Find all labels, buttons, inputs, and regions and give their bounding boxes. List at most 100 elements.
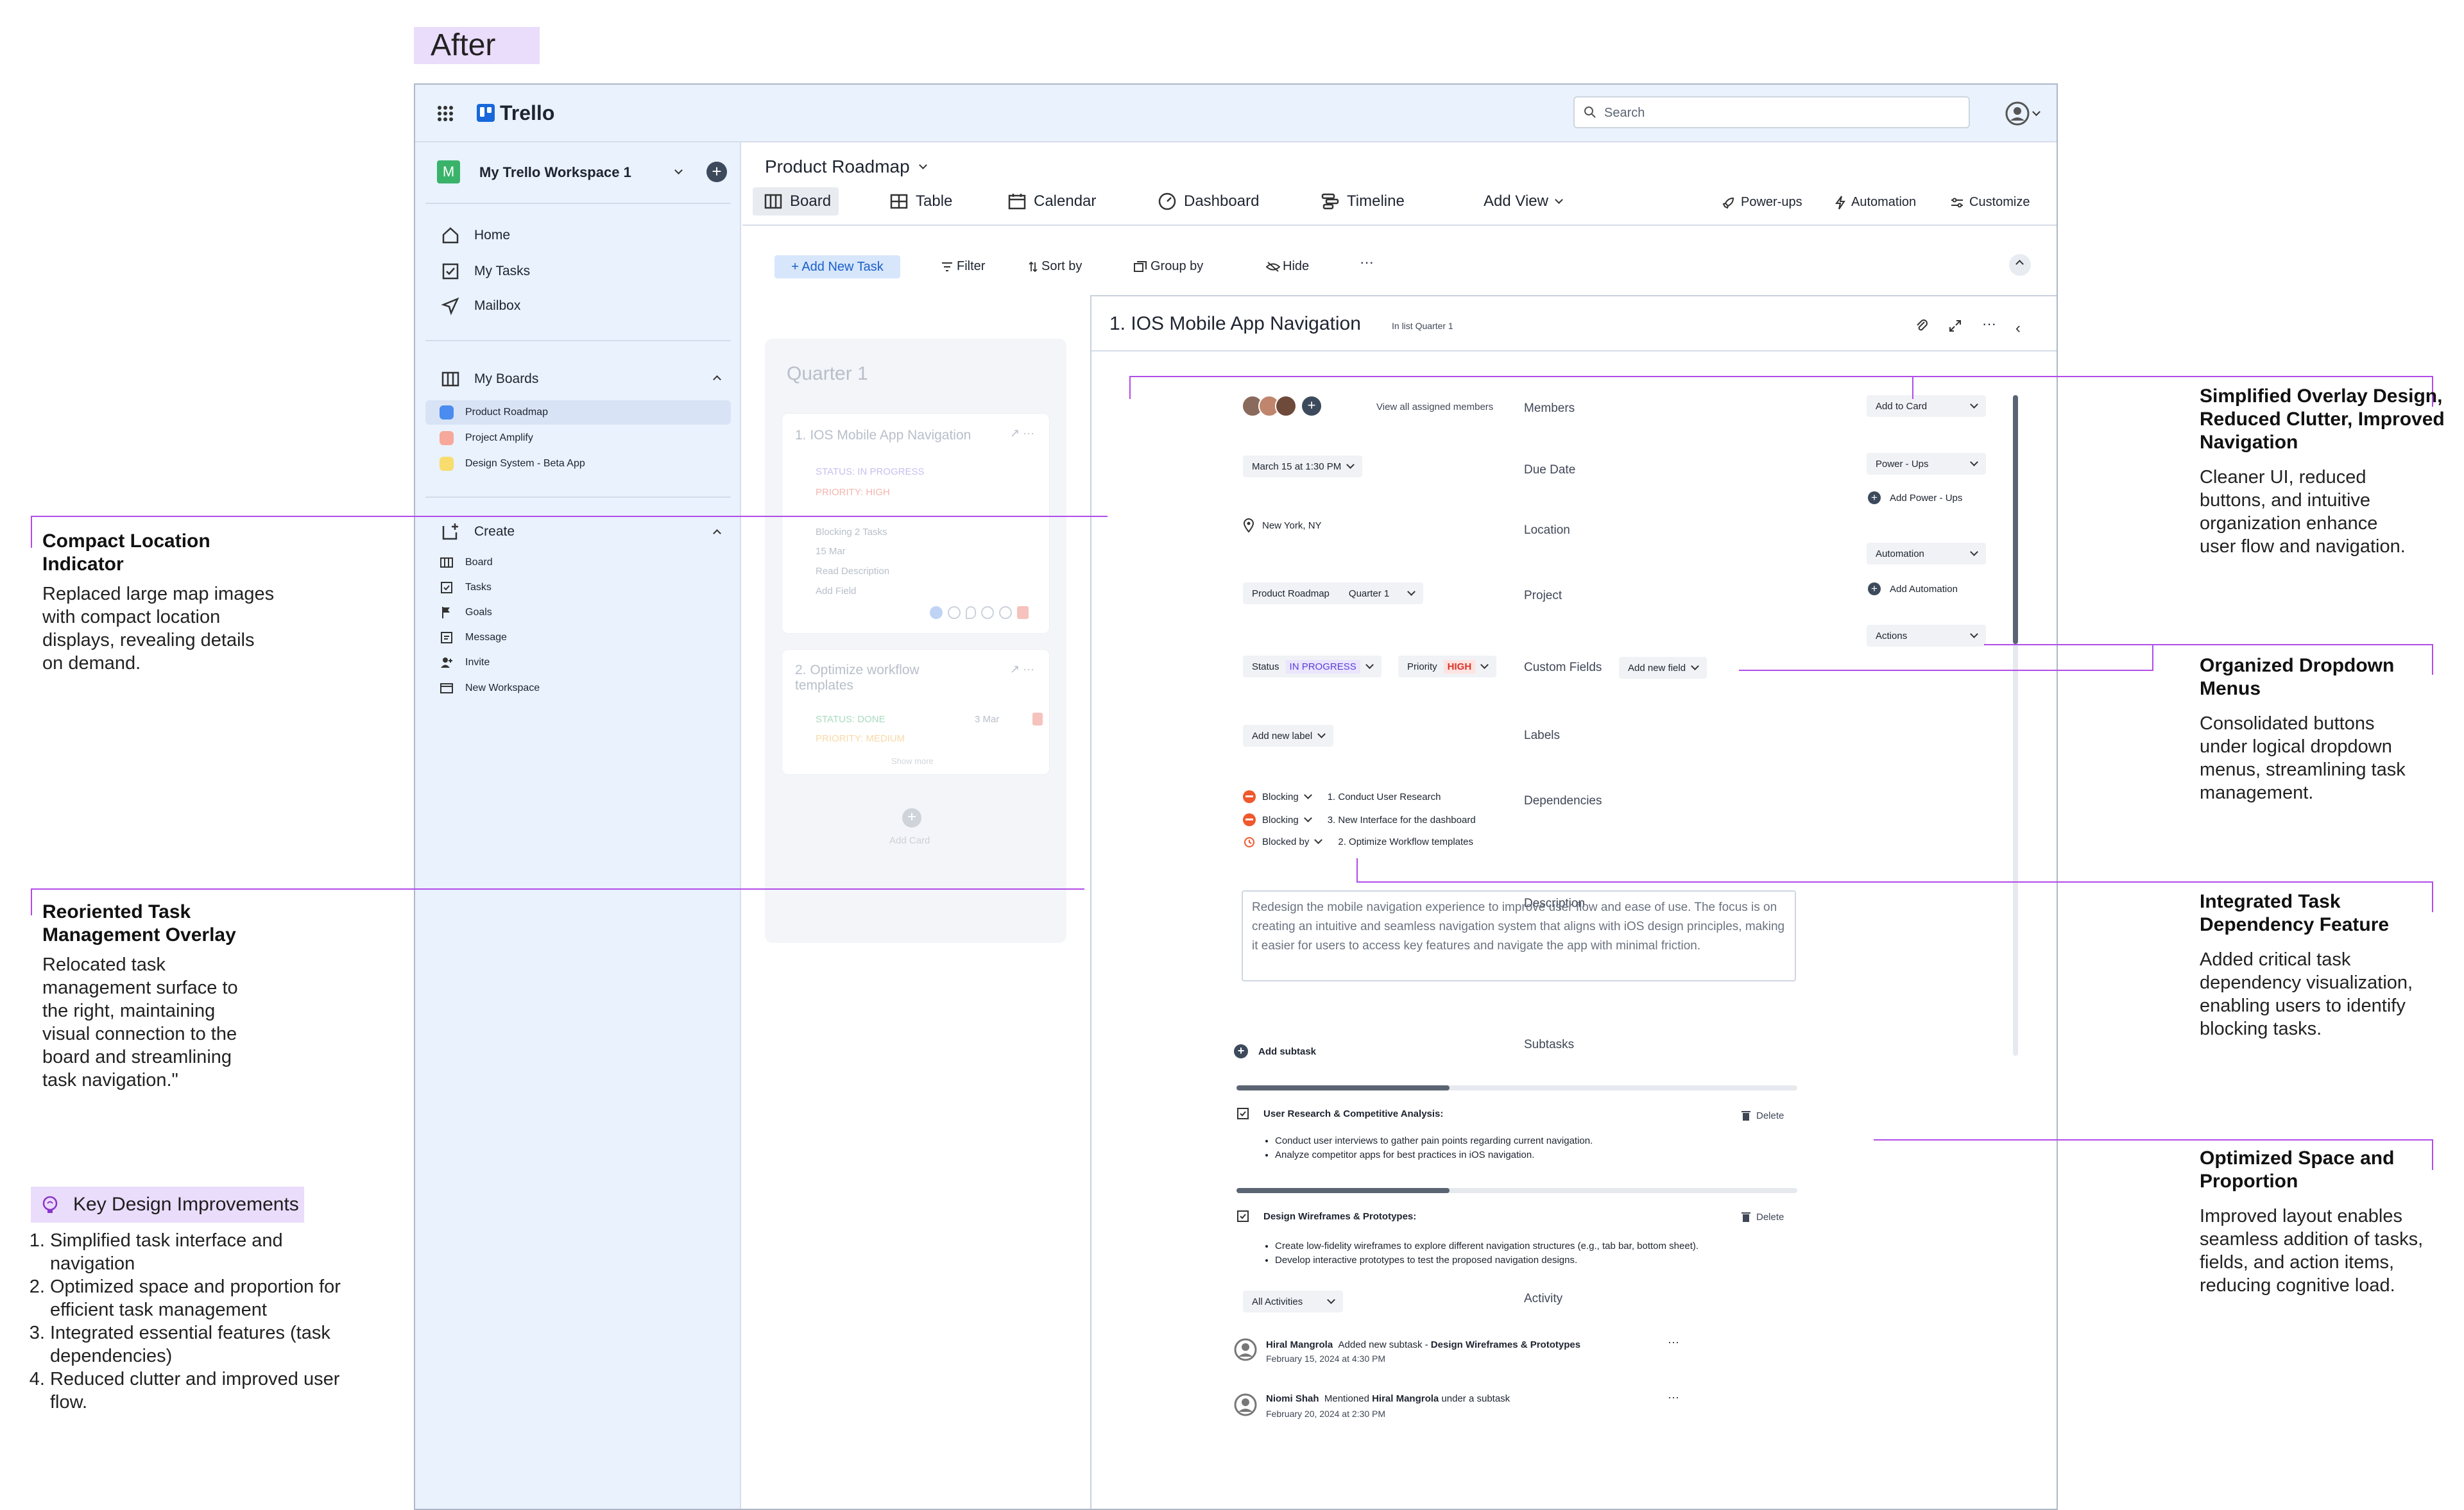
connector-line xyxy=(2432,376,2433,407)
chevron-down-icon xyxy=(1970,548,1978,556)
task-card[interactable]: 1. IOS Mobile App Navigation ↗ ··· STATU… xyxy=(782,413,1050,634)
due-date-dropdown[interactable]: March 15 at 1:30 PM xyxy=(1243,455,1363,477)
create-goals[interactable]: Goals xyxy=(440,606,492,620)
add-automation-button[interactable]: + Add Automation xyxy=(1868,582,1958,595)
create-invite[interactable]: Invite xyxy=(440,656,490,670)
attachment-icon[interactable] xyxy=(1914,318,1929,334)
lightning-icon xyxy=(1835,195,1845,210)
filter-button[interactable]: Filter xyxy=(941,259,985,274)
automation-button[interactable]: Automation xyxy=(1835,195,1916,210)
sidebar-board-product-roadmap[interactable]: Product Roadmap xyxy=(440,405,548,420)
status-field[interactable]: Status IN PROGRESS xyxy=(1243,656,1382,677)
expand-icon[interactable] xyxy=(1947,318,1963,334)
delete-subtask-button[interactable]: Delete xyxy=(1741,1110,1784,1121)
add-subtask-button[interactable]: + Add subtask xyxy=(1234,1044,1316,1058)
power-ups-dropdown[interactable]: Power - Ups xyxy=(1867,453,1986,475)
detail-more-icon[interactable]: ··· xyxy=(1982,316,1996,332)
sidebar-board-design-system[interactable]: Design System - Beta App xyxy=(440,457,585,471)
priority-field[interactable]: Priority HIGH xyxy=(1398,656,1497,677)
scrollbar-track[interactable] xyxy=(2013,395,2018,1056)
sidebar-my-boards-header[interactable]: My Boards xyxy=(441,369,538,389)
tab-calendar[interactable]: Calendar xyxy=(1008,192,1096,210)
customize-button[interactable]: Customize xyxy=(1950,195,2030,210)
filter-icon xyxy=(942,262,952,271)
create-icon xyxy=(442,523,458,540)
add-label-dropdown[interactable]: Add new label xyxy=(1243,725,1334,747)
project-dropdown[interactable]: Product Roadmap Quarter 1 xyxy=(1243,582,1424,604)
location-value[interactable]: New York, NY xyxy=(1243,518,1322,532)
activity-date: February 20, 2024 at 2:30 PM xyxy=(1266,1409,1385,1419)
apps-grid-icon[interactable] xyxy=(437,105,454,122)
tab-table[interactable]: Table xyxy=(890,192,952,210)
board-title[interactable]: Product Roadmap xyxy=(765,157,927,177)
create-message[interactable]: Message xyxy=(440,631,507,645)
close-panel-icon[interactable]: ‹ xyxy=(2015,319,2021,337)
sidebar-item-mailbox[interactable]: Mailbox xyxy=(441,296,520,316)
group-by-button[interactable]: Group by xyxy=(1134,259,1203,274)
add-workspace-button[interactable]: + xyxy=(706,162,727,182)
user-avatar-icon xyxy=(2005,101,2030,126)
collapse-create-icon[interactable] xyxy=(713,529,721,538)
sidebar-item-my-tasks[interactable]: My Tasks xyxy=(441,262,530,281)
add-new-field-dropdown[interactable]: Add new field xyxy=(1619,657,1707,679)
actions-dropdown[interactable]: Actions xyxy=(1867,625,1986,647)
paper-plane-icon xyxy=(441,297,459,316)
tab-board[interactable]: Board xyxy=(764,192,831,210)
create-new-workspace[interactable]: New Workspace xyxy=(440,681,540,695)
chevron-down-icon xyxy=(1303,814,1312,822)
create-tasks[interactable]: Tasks xyxy=(440,581,492,595)
sidebar-item-home[interactable]: Home xyxy=(441,226,510,245)
collapse-toolbar-button[interactable] xyxy=(2009,254,2031,276)
automation-dropdown[interactable]: Automation xyxy=(1867,543,1986,564)
connector-line xyxy=(1739,670,2153,671)
dependency-row[interactable]: Blocking 3. New Interface for the dashbo… xyxy=(1243,813,1476,826)
in-list-label: In list Quarter 1 xyxy=(1392,321,1453,331)
checkbox-icon xyxy=(1237,1210,1249,1222)
scrollbar-thumb[interactable] xyxy=(2013,395,2018,644)
delete-subtask-button[interactable]: Delete xyxy=(1741,1211,1784,1223)
power-ups-button[interactable]: Power-ups xyxy=(1722,195,1802,210)
add-card-icon[interactable]: + xyxy=(902,808,921,827)
search-icon xyxy=(1584,106,1596,119)
tab-timeline[interactable]: Timeline xyxy=(1321,192,1405,210)
add-power-ups-button[interactable]: + Add Power - Ups xyxy=(1868,491,1962,504)
dependency-row[interactable]: Blocking 1. Conduct User Research xyxy=(1243,790,1441,803)
dependency-row[interactable]: Blocked by 2. Optimize Workflow template… xyxy=(1243,835,1473,848)
add-to-card-dropdown[interactable]: Add to Card xyxy=(1867,395,1986,417)
activity-more-icon[interactable]: ··· xyxy=(1668,1336,1679,1348)
hide-button[interactable]: Hide xyxy=(1266,259,1309,274)
add-member-button[interactable]: + xyxy=(1302,396,1321,416)
activity-more-icon[interactable]: ··· xyxy=(1668,1391,1679,1404)
activity-filter-dropdown[interactable]: All Activities xyxy=(1243,1291,1344,1312)
sidebar-board-project-amplify[interactable]: Project Amplify xyxy=(440,431,533,445)
annotation-organized-dropdowns: Organized Dropdown Menus Consolidated bu… xyxy=(2200,655,2406,803)
subtask-header[interactable]: Design Wireframes & Prototypes: xyxy=(1236,1210,1416,1223)
workspace-chevron-icon[interactable] xyxy=(674,166,683,174)
view-all-members-link[interactable]: View all assigned members xyxy=(1376,402,1494,412)
connector-line xyxy=(1874,1139,2433,1141)
card-title: 2. Optimize workflow templates xyxy=(795,663,920,693)
add-new-task-button[interactable]: + Add New Task xyxy=(774,255,900,278)
board-color-dot xyxy=(440,405,454,420)
subtask-header[interactable]: User Research & Competitive Analysis: xyxy=(1236,1107,1443,1120)
add-user-icon xyxy=(441,657,452,668)
account-menu[interactable] xyxy=(2005,101,2041,126)
subtask-list: Create low-fidelity wireframes to explor… xyxy=(1275,1239,1698,1268)
sidebar-create-header[interactable]: Create xyxy=(441,522,515,541)
more-options-button[interactable]: ··· xyxy=(1360,254,1374,270)
collapse-boards-icon[interactable] xyxy=(713,375,721,384)
subtask-progress xyxy=(1236,1188,1797,1193)
tab-add-view[interactable]: Add View xyxy=(1484,192,1563,210)
app-window: Trello Search M My Trello Workspace 1 + … xyxy=(414,83,2058,1510)
sort-button[interactable]: Sort by xyxy=(1029,259,1082,274)
custom-fields-label: Custom Fields xyxy=(1524,661,1602,674)
description-textarea[interactable]: Redesign the mobile navigation experienc… xyxy=(1242,890,1796,981)
search-input[interactable]: Search xyxy=(1573,96,1970,128)
search-placeholder: Search xyxy=(1604,106,1645,120)
member-avatars[interactable]: + xyxy=(1242,395,1321,417)
workspace-name[interactable]: My Trello Workspace 1 xyxy=(479,164,631,180)
task-card[interactable]: 2. Optimize workflow templates ↗ ··· STA… xyxy=(782,649,1050,775)
location-pin-icon xyxy=(1243,518,1254,532)
create-board[interactable]: Board xyxy=(440,556,493,570)
tab-dashboard[interactable]: Dashboard xyxy=(1158,192,1259,210)
